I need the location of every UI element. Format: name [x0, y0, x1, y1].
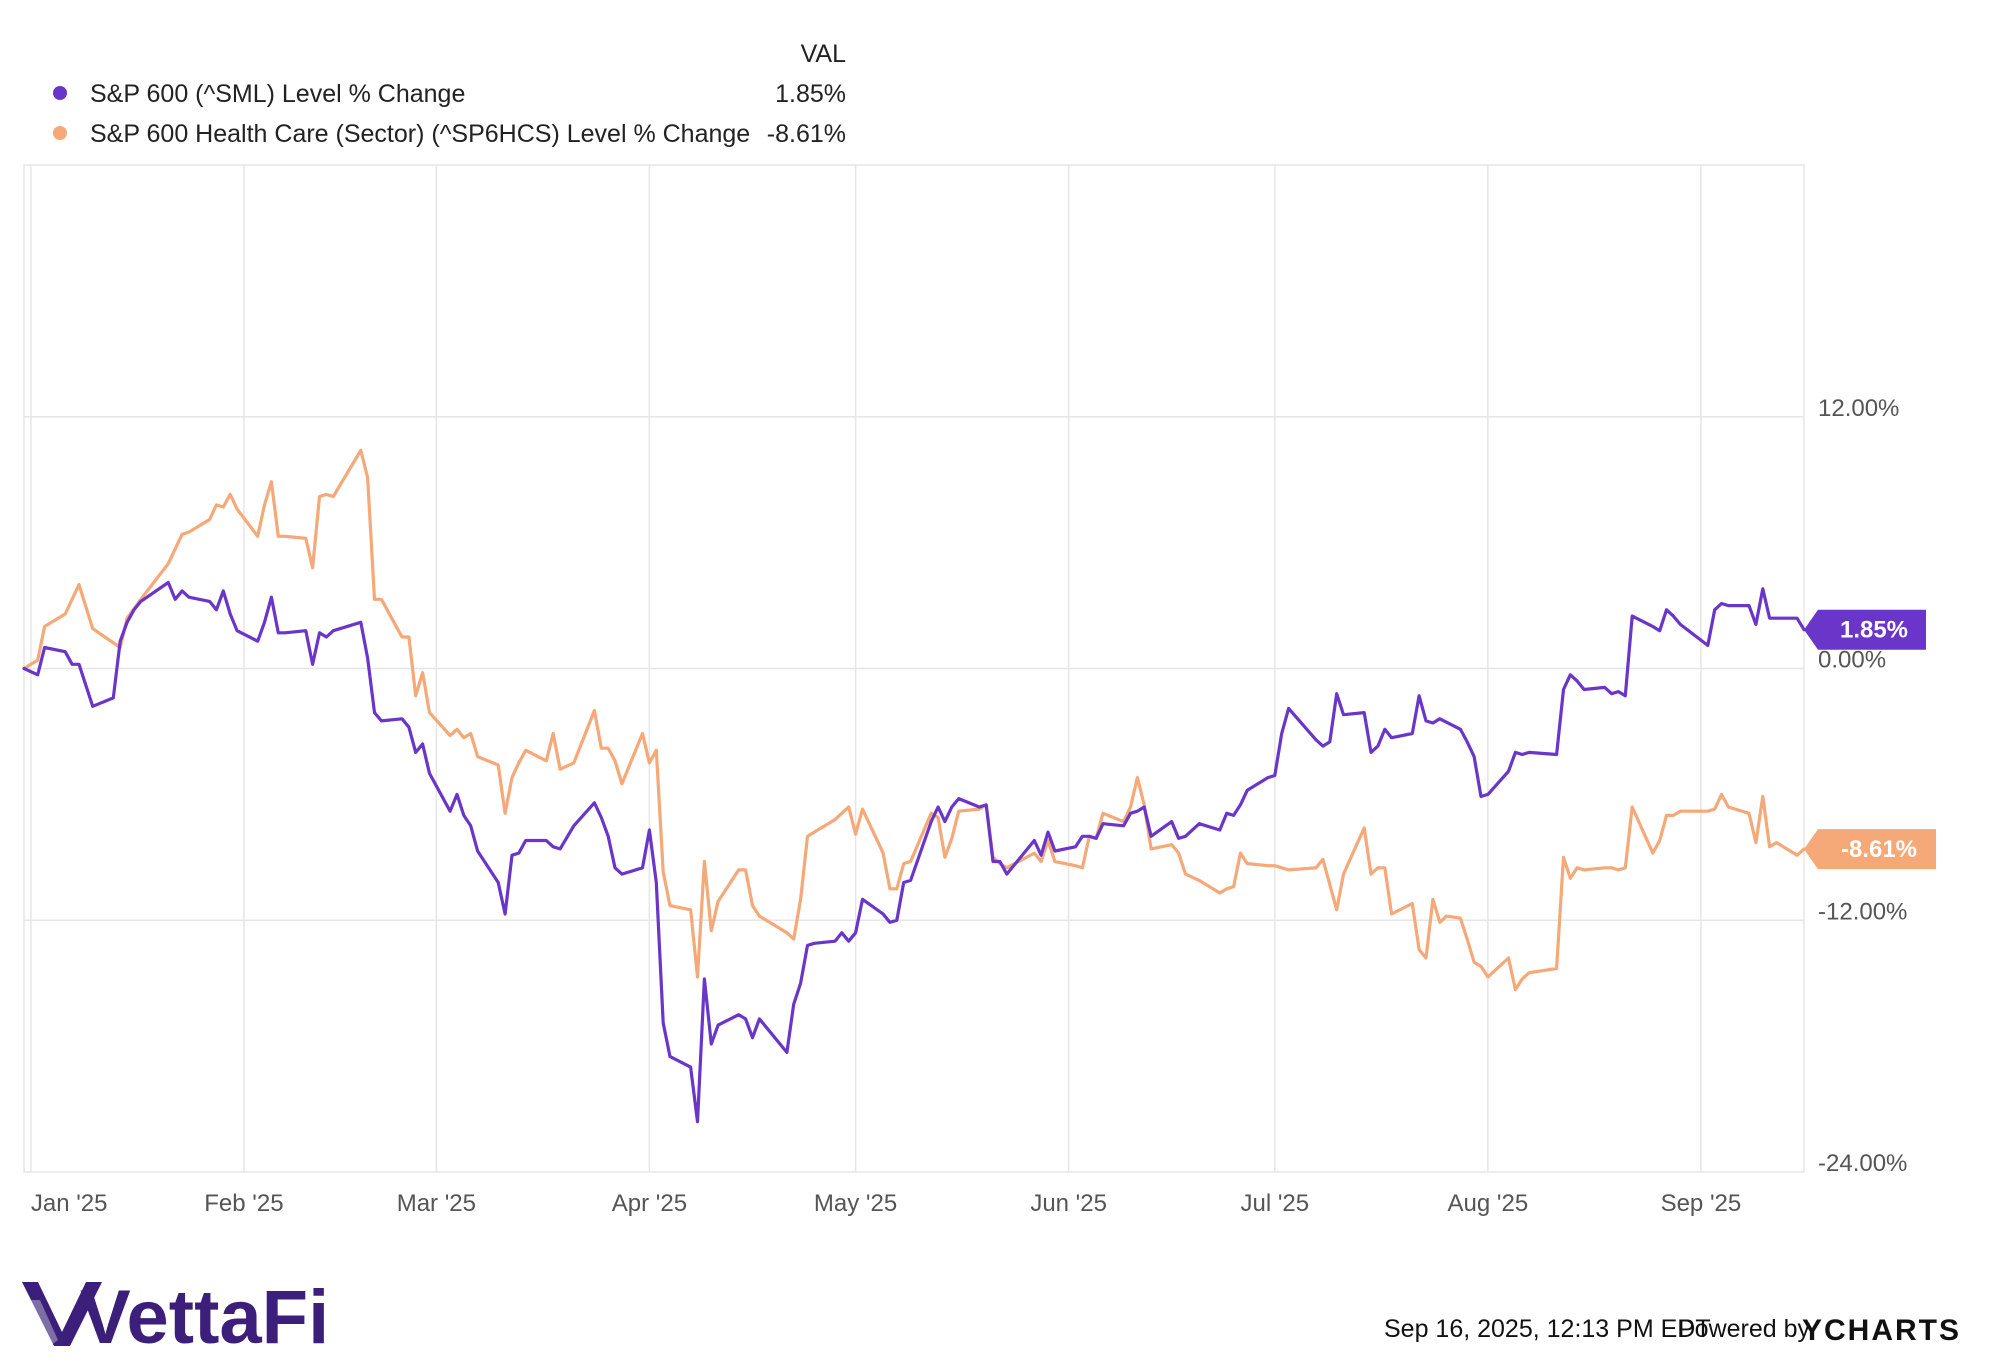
- y-tick-label: 12.00%: [1818, 395, 1899, 422]
- x-tick-label: Sep '25: [1661, 1190, 1742, 1217]
- x-tick-label: Feb '25: [204, 1190, 283, 1217]
- x-axis: Jan '25 Feb '25 Mar '25 Apr '25 May '25 Jun '…: [31, 1190, 1741, 1217]
- footer-powered-by: Powered by: [1678, 1315, 1811, 1343]
- end-label-tag-0: [1804, 609, 1926, 650]
- y-tick-label: -12.00%: [1818, 898, 1907, 925]
- series-line-1: [22, 448, 1806, 992]
- vettafi-logo-text: VettaFi: [80, 1275, 329, 1359]
- end-labels: 1.85% -8.61%: [1804, 609, 1936, 870]
- y-tick-label: 0.00%: [1818, 647, 1886, 674]
- end-label-0: 1.85%: [1804, 609, 1926, 650]
- x-tick-label: Aug '25: [1448, 1190, 1529, 1217]
- ycharts-logo[interactable]: YCHARTS: [1802, 1314, 1961, 1347]
- end-label-1: -8.61%: [1804, 829, 1936, 870]
- end-label-value-1: -8.61%: [1841, 836, 1917, 863]
- y-axis: 12.00% 0.00% -12.00% -24.00%: [1818, 395, 1907, 1177]
- series-line-0: [22, 580, 1806, 1124]
- legend-header: VAL: [801, 40, 846, 68]
- end-label-value-0: 1.85%: [1840, 617, 1908, 644]
- legend-marker-sp6hcs: [53, 126, 67, 140]
- legend-value-sp6hcs: -8.61%: [767, 120, 846, 148]
- series-lines: [22, 448, 1806, 1124]
- x-tick-label: Jan '25: [31, 1190, 108, 1217]
- x-tick-label: Jul '25: [1240, 1190, 1309, 1217]
- legend: VAL S&P 600 (^SML) Level % Change 1.85% …: [53, 40, 846, 148]
- x-tick-label: Mar '25: [397, 1190, 476, 1217]
- footer-timestamp: Sep 16, 2025, 12:13 PM EDT: [1384, 1315, 1711, 1343]
- ycharts-logo-text[interactable]: YCHARTS: [1802, 1314, 1961, 1347]
- footer: VettaFi Sep 16, 2025, 12:13 PM EDT Power…: [22, 1275, 1961, 1359]
- legend-marker-sml: [53, 86, 67, 100]
- x-tick-label: Jun '25: [1030, 1190, 1107, 1217]
- vettafi-logo-stripe-icon: [30, 1300, 58, 1346]
- x-tick-label: Apr '25: [612, 1190, 687, 1217]
- legend-value-sml: 1.85%: [775, 80, 846, 108]
- x-tick-label: May '25: [814, 1190, 897, 1217]
- legend-label-sp6hcs: S&P 600 Health Care (Sector) (^SP6HCS) L…: [90, 120, 750, 148]
- y-tick-label: -24.00%: [1818, 1150, 1907, 1177]
- vettafi-logo-icon: [22, 1282, 102, 1346]
- legend-label-sml: S&P 600 (^SML) Level % Change: [90, 80, 465, 108]
- vettafi-logo: VettaFi: [22, 1275, 329, 1359]
- end-label-tag-1: [1804, 829, 1936, 870]
- plot-grid: [23, 164, 1805, 1173]
